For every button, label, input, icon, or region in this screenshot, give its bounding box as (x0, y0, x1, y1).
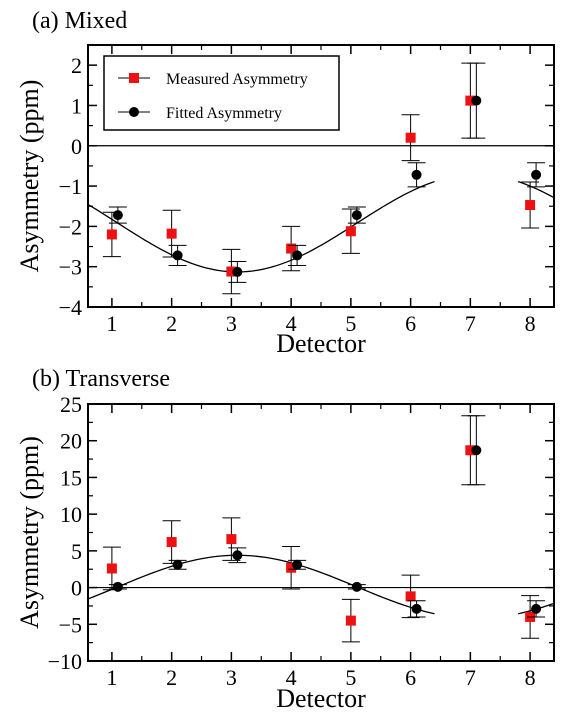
fitted-point (172, 250, 183, 261)
measured-point (465, 445, 476, 456)
measured-point (106, 563, 117, 574)
fitted-point (351, 581, 362, 592)
measured-point (286, 243, 297, 254)
measured-point (405, 591, 416, 602)
legend: Measured Asymmetry Fitted Asymmetry (103, 55, 340, 131)
fitted-point (351, 210, 362, 221)
fitted-point (531, 169, 542, 180)
measured-point (465, 95, 476, 106)
y-tick-label: −5 (59, 612, 82, 637)
panel-transverse: (b) Transverse Detector Asymmetry (ppm) … (15, 366, 555, 713)
x-tick-label: 1 (106, 311, 117, 336)
y-tick-label: 1 (71, 93, 82, 118)
legend-label-fitted: Fitted Asymmetry (166, 105, 282, 122)
x-tick-label: 5 (345, 665, 356, 690)
y-axis-title: Asymmetry (ppm) (15, 436, 44, 629)
y-tick-label: −10 (48, 649, 82, 674)
fitted-point (471, 445, 482, 456)
fitted-point (411, 169, 422, 180)
y-tick-label: −1 (59, 174, 82, 199)
data-marks-layer (102, 415, 546, 643)
y-tick-label: 0 (71, 134, 82, 159)
x-tick-label: 2 (166, 665, 177, 690)
legend-entry-fitted: Fitted Asymmetry (118, 105, 282, 122)
measured-point (166, 537, 177, 548)
measured-point (345, 615, 356, 626)
y-tick-label: −3 (59, 255, 82, 280)
fit-curve-layer (87, 180, 555, 273)
x-tick-label: 7 (465, 665, 476, 690)
fitted-point (232, 266, 243, 277)
plot-frame-layer (87, 403, 555, 662)
x-tick-label: 8 (525, 665, 536, 690)
y-tick-label: −2 (59, 214, 82, 239)
fit-curve (517, 180, 555, 199)
y-tick-label: 5 (71, 539, 82, 564)
data-marks-layer (102, 62, 546, 295)
fitted-point (172, 559, 183, 570)
fitted-point (232, 550, 243, 561)
measured-point (226, 266, 237, 277)
tick-layer: 1 2 3 4 5 6 7 8 −4 −3 −2 −1 0 1 2 (59, 45, 554, 336)
plot-frame (87, 403, 555, 662)
measured-point (106, 229, 117, 240)
panel-title: (a) Mixed (32, 8, 127, 34)
fit-curve-layer (87, 554, 555, 615)
legend-marker-measured (129, 73, 139, 83)
x-tick-label: 4 (286, 311, 297, 336)
fitted-point (411, 603, 422, 614)
x-tick-label: 3 (226, 311, 237, 336)
measured-point (286, 562, 297, 573)
measured-point (345, 226, 356, 237)
x-tick-label: 6 (405, 665, 416, 690)
legend-box (103, 55, 340, 131)
x-axis-title: Detector (276, 329, 366, 358)
fitted-point (112, 581, 123, 592)
x-tick-label: 1 (106, 665, 117, 690)
tick-layer: 1 2 3 4 5 6 7 8 −10 −5 0 5 10 15 20 25 (48, 392, 554, 690)
y-tick-label: 2 (71, 53, 82, 78)
fitted-point (112, 210, 123, 221)
fitted-point (471, 95, 482, 106)
legend-marker-fitted (129, 107, 139, 117)
panel-mixed: (a) Mixed Detector Asymmetry (ppm) 1 2 3 4 5… (15, 8, 555, 358)
x-tick-label: 6 (405, 311, 416, 336)
x-tick-label: 8 (525, 311, 536, 336)
y-tick-label: 20 (60, 429, 82, 454)
fit-curve (87, 180, 435, 273)
measured-point (226, 534, 237, 545)
plot-frame-layer (87, 44, 555, 308)
fitted-point (531, 603, 542, 614)
x-tick-label: 4 (286, 665, 297, 690)
x-tick-label: 7 (465, 311, 476, 336)
x-tick-label: 2 (166, 311, 177, 336)
measured-point (405, 132, 416, 143)
x-tick-label: 5 (345, 311, 356, 336)
y-axis-title: Asymmetry (ppm) (15, 80, 44, 273)
x-tick-label: 3 (226, 665, 237, 690)
x-axis-title: Detector (276, 684, 366, 713)
y-tick-label: 10 (60, 502, 82, 527)
y-tick-label: 0 (71, 576, 82, 601)
fit-curve (87, 554, 435, 615)
legend-label-measured: Measured Asymmetry (166, 71, 308, 88)
fitted-point (292, 559, 303, 570)
y-tick-label: −4 (59, 295, 82, 320)
plot-frame (87, 44, 555, 308)
measured-point (525, 200, 536, 211)
y-tick-label: 15 (60, 465, 82, 490)
y-tick-label: 25 (60, 392, 82, 417)
panel-title: (b) Transverse (32, 366, 170, 392)
legend-entry-measured: Measured Asymmetry (118, 71, 308, 88)
measured-point (166, 228, 177, 239)
fitted-point (292, 250, 303, 261)
